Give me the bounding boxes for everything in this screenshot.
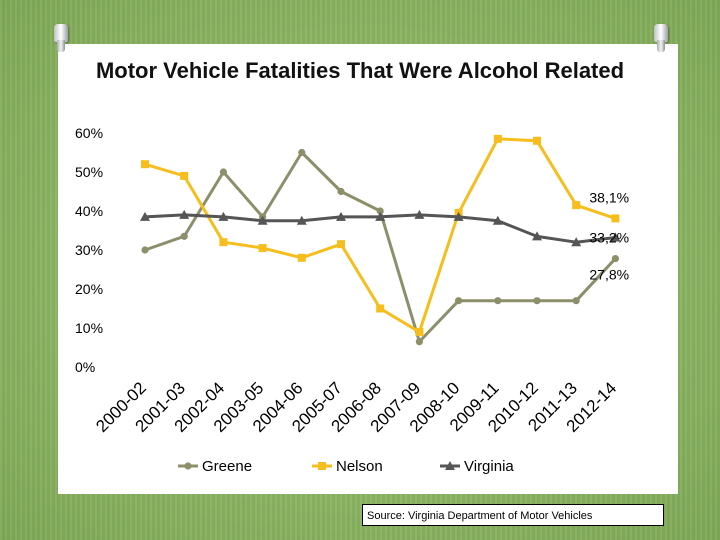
legend-nelson-label: Nelson xyxy=(336,458,383,475)
end-value-label: 33,2% xyxy=(589,230,629,246)
greene-data-point xyxy=(180,232,188,240)
greene-series-line xyxy=(144,151,617,344)
y-tick-label: 50% xyxy=(75,164,103,180)
greene-data-point xyxy=(337,187,345,196)
chart-title: Motor Vehicle Fatalities That Were Alcoh… xyxy=(95,58,625,83)
slide-background xyxy=(58,44,678,494)
nelson-data-point xyxy=(180,171,189,180)
virginia-data-point xyxy=(414,209,425,219)
greene-data-point xyxy=(376,207,384,215)
virginia-data-point xyxy=(375,211,386,221)
greene-data-point xyxy=(572,297,580,305)
y-tick-label: 20% xyxy=(75,281,103,297)
y-tick-label: 0% xyxy=(75,359,95,375)
nelson-data-point xyxy=(219,238,228,247)
y-tick-label: 30% xyxy=(75,242,103,258)
greene-data-point xyxy=(298,148,306,157)
virginia-data-point xyxy=(140,211,150,221)
end-value-label: 27,8% xyxy=(589,267,629,283)
nelson-data-point xyxy=(337,240,345,249)
virginia-data-point xyxy=(257,215,268,225)
source-note: Source: Virginia Department of Motor Veh… xyxy=(362,504,664,526)
virginia-data-point xyxy=(571,237,582,247)
nelson-data-point xyxy=(297,253,306,262)
virginia-data-point xyxy=(218,211,229,221)
y-tick-label: 10% xyxy=(75,320,103,336)
legend-virginia-marker xyxy=(445,461,455,470)
virginia-data-point xyxy=(296,215,307,225)
legend-virginia-label: Virginia xyxy=(464,458,514,475)
virginia-data-point xyxy=(336,211,346,221)
virginia-data-point xyxy=(532,231,542,241)
virginia-data-point xyxy=(179,209,190,219)
nelson-data-point xyxy=(611,214,620,223)
legend-nelson-marker xyxy=(318,462,326,470)
nelson-data-point xyxy=(572,201,581,210)
virginia-data-point xyxy=(492,215,503,225)
pushpin-icon xyxy=(54,24,68,52)
virginia-data-point xyxy=(610,232,621,242)
legend-greene-label: Greene xyxy=(202,458,252,475)
y-tick-label: 60% xyxy=(75,125,103,141)
greene-data-point xyxy=(611,254,620,263)
y-tick-label: 40% xyxy=(75,203,103,219)
nelson-data-point xyxy=(415,327,424,336)
greene-data-point xyxy=(415,338,423,346)
virginia-data-point xyxy=(453,211,464,221)
greene-data-point xyxy=(141,246,149,254)
nelson-data-point xyxy=(258,244,267,253)
nelson-series-line xyxy=(144,137,616,334)
nelson-data-point xyxy=(533,136,541,145)
nelson-data-point xyxy=(141,160,149,169)
legend-greene-marker xyxy=(184,462,192,470)
greene-data-point xyxy=(455,297,463,305)
greene-data-point xyxy=(533,297,541,305)
greene-data-point xyxy=(219,168,227,176)
greene-data-point xyxy=(494,297,502,305)
nelson-data-point xyxy=(376,304,385,313)
nelson-data-point xyxy=(493,134,502,143)
pushpin-icon xyxy=(654,24,668,52)
end-value-label: 38,1% xyxy=(589,189,629,205)
